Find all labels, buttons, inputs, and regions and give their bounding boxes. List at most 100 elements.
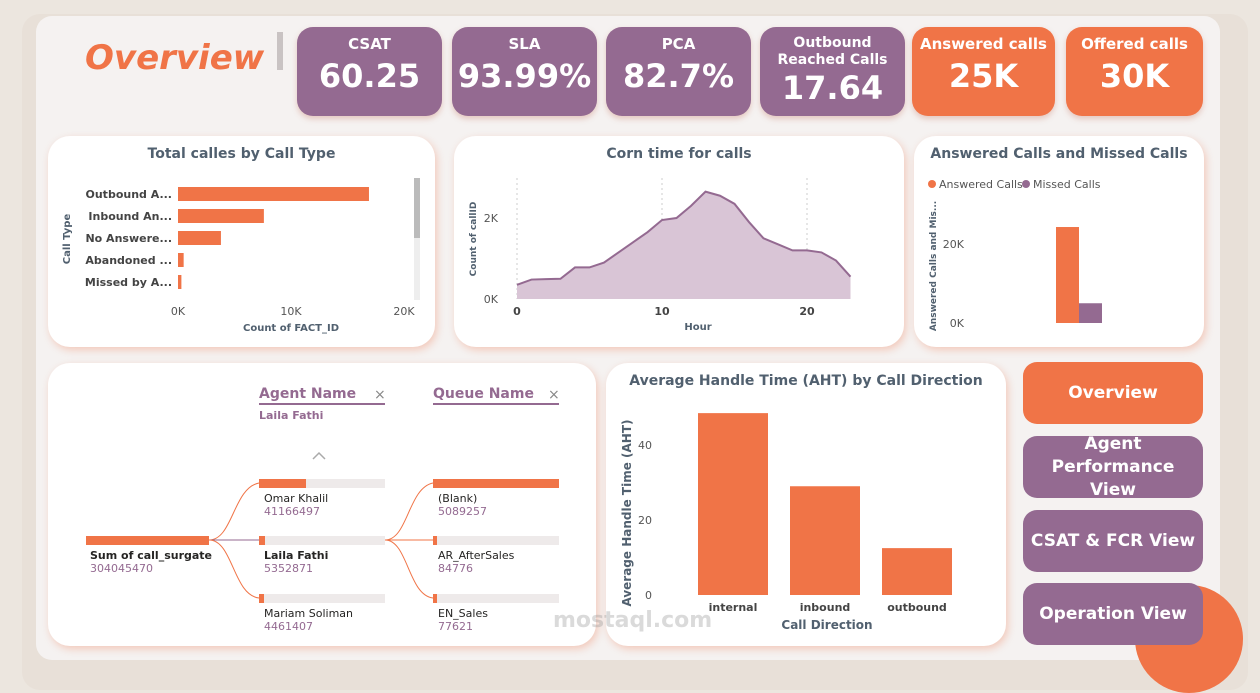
tree-connectors [208,482,434,599]
queue-name-header[interactable]: Queue Name [433,386,559,405]
bar [1079,303,1102,323]
node-bar[interactable] [433,536,559,545]
x-tick-label: 0 [513,305,521,318]
x-axis-label: Call Direction [781,618,872,632]
y-axis-label: Average Handle Time (AHT) [620,419,634,606]
kpi-card: PCA 82.7% [606,27,751,116]
x-tick-label: 20 [799,305,815,318]
kpi-label: CSAT [348,35,391,53]
aht-chart: Average Handle Time (AHT) by Call Direct… [606,363,1006,646]
y-axis-label: Call Type [62,214,73,265]
watermark: mostaql.com [553,608,713,633]
bar [882,548,952,595]
y-tick-label: 20 [638,514,652,527]
node-value: 5352871 [264,562,313,575]
bar [790,486,860,595]
kpi-label: Offered calls [1081,35,1188,53]
bar [178,187,369,201]
x-tick-label: 10 [654,305,670,318]
node-label: AR_AfterSales [438,549,515,562]
node-label: Mariam Soliman [264,607,354,620]
bar [178,231,221,245]
x-tick-label: internal [709,601,758,614]
kpi-card: Outbound Reached Calls 17.64 [760,27,905,116]
x-tick-label: 10K [280,305,302,318]
area [517,191,851,299]
category-label: Inbound An... [88,210,172,223]
bar [178,209,264,223]
node-bar[interactable] [259,594,385,603]
decomposition-tree[interactable]: Agent Name × Laila Fathi Queue Name × Su… [48,363,596,646]
kpi-value: 93.99% [457,57,592,95]
chart-title: Average Handle Time (AHT) by Call Direct… [629,373,983,389]
x-tick-label: 20K [393,305,415,318]
x-axis-label: Hour [684,322,711,333]
legend-label: Missed Calls [1033,178,1101,191]
x-axis-label: Count of FACT_ID [243,323,339,334]
node-label: (Blank) [438,492,478,505]
series-line [516,190,852,286]
agent-name-header[interactable]: Agent Name [259,386,385,405]
kpi-label: Outbound Reached Calls [777,35,888,68]
bar [178,275,182,289]
root-label: Sum of call_surgate [90,549,213,562]
node-label: Laila Fathi [264,549,329,562]
category-label: Abandoned ... [85,254,172,267]
bar [178,253,184,267]
nav-button-operation-view[interactable]: Operation View [1023,583,1203,645]
kpi-value: 82.7% [622,57,734,95]
chevron-up-icon[interactable] [311,451,327,461]
node-value: 77621 [438,620,473,633]
chart-title: Answered Calls and Missed Calls [930,146,1188,162]
agent-filter-value: Laila Fathi [259,409,324,422]
node-bar[interactable] [433,594,559,603]
node-label: EN_Sales [438,607,488,620]
page-title: Overview [85,38,265,78]
y-axis-label: Answered Calls and Mis... [929,201,939,331]
kpi-card: Offered calls 30K [1066,27,1203,116]
nav-button-agent-performance-view[interactable]: Agent Performance View [1023,434,1203,500]
y-tick-label: 20K [943,238,965,251]
category-label: Outbound A... [86,188,173,201]
kpi-card: SLA 93.99% [452,27,597,116]
node-value: 41166497 [264,505,320,518]
call-type-chart: Total calles by Call Type Outbound A... I… [48,136,435,347]
scrollbar-thumb [414,178,420,238]
close-icon[interactable]: × [374,387,386,403]
y-tick-label: 0K [484,293,499,306]
nav-button-csat-fcr-view[interactable]: CSAT & FCR View [1023,510,1203,572]
node-bar[interactable] [259,479,385,488]
category-label: Missed by A... [85,276,172,289]
answered-missed-chart: Answered Calls and Missed Calls Answered… [914,136,1204,347]
x-tick-label: outbound [887,601,947,614]
kpi-value: 17.64 [781,69,884,99]
x-tick-label: 0K [171,305,186,318]
kpi-card: Answered calls 25K [912,27,1055,116]
category-label: No Answere... [85,232,172,245]
bar [698,413,768,595]
y-tick-label: 40 [638,439,652,452]
kpi-value: 25K [948,57,1019,95]
scrollbar [414,178,420,300]
legend-marker [928,180,936,188]
close-icon[interactable]: × [548,387,560,403]
y-tick-label: 0 [645,589,652,602]
root-bar[interactable] [86,536,209,545]
node-bar[interactable] [433,479,559,488]
legend-label: Answered Calls [939,178,1023,191]
x-tick-label: inbound [800,601,851,614]
bar [1056,227,1079,323]
kpi-label: Answered calls [919,35,1047,53]
kpi-card: CSAT 60.25 [297,27,442,116]
node-value: 5089257 [438,505,487,518]
kpi-value: 30K [1099,57,1170,95]
kpi-value: 60.25 [318,57,421,95]
node-bar[interactable] [259,536,385,545]
nav-button-overview[interactable]: Overview [1023,362,1203,424]
chart-title: Total calles by Call Type [147,146,336,162]
kpi-label: PCA [661,35,696,53]
kpi-label: SLA [508,35,541,53]
chart-title: Corn time for calls [606,146,752,162]
node-label: Omar Khalil [264,492,329,505]
divider [277,32,283,70]
